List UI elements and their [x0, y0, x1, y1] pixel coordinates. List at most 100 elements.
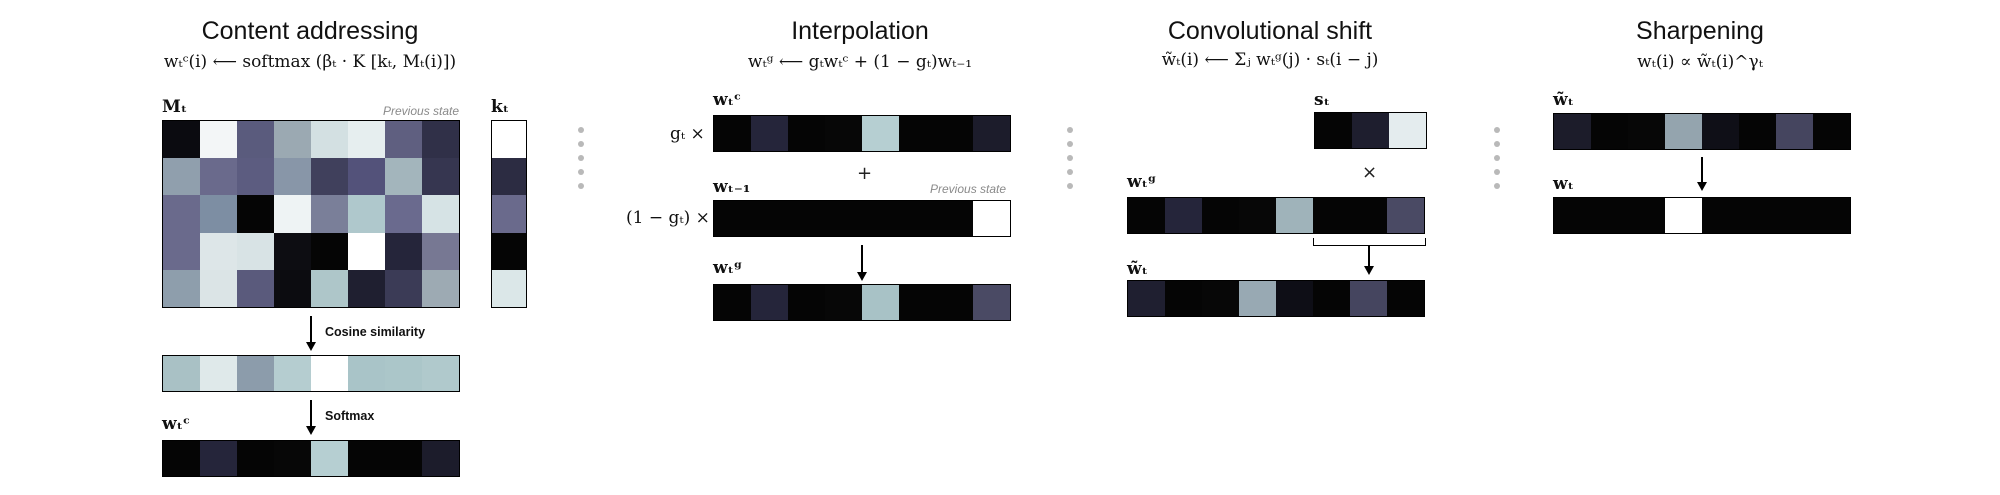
memory-cell-29: [348, 232, 385, 270]
sharpen-w-label: wₜ: [1553, 174, 1574, 194]
memory-matrix-label: Mₜ: [162, 97, 188, 117]
interp-prev-cell-6: [936, 201, 973, 236]
sharpen-wtilde-cell-5: [1739, 114, 1776, 149]
interp-previous-state-note: Previous state: [930, 182, 1007, 196]
softmax-cell-5: [348, 441, 385, 476]
sharpen-wtilde-cell-4: [1702, 114, 1739, 149]
memory-cell-31: [422, 232, 459, 270]
interp-prev-cell-2: [788, 201, 825, 236]
sharpen-w-cell-6: [1776, 198, 1813, 233]
cosine-cell-4: [311, 356, 348, 391]
shift-wtilde-cell-5: [1313, 281, 1350, 316]
memory-cell-32: [163, 269, 200, 307]
memory-cell-26: [237, 232, 274, 270]
sharpen-wtilde-cell-2: [1628, 114, 1665, 149]
interp-prev-cell-1: [751, 201, 788, 236]
interpolation-formula: wₜᵍ ⟵ gₜwₜᶜ + (1 − gₜ)wₜ₋₁: [747, 52, 973, 72]
interp-wc-cell-4: [862, 116, 899, 151]
cosine-arrow-head: [306, 342, 316, 351]
sharpen-wtilde-strip: [1553, 113, 1851, 150]
shift-wtilde-cell-1: [1165, 281, 1202, 316]
shift-s-cell-2: [1389, 113, 1426, 148]
interp-wg-cell-4: [862, 285, 899, 320]
softmax-cell-1: [200, 441, 237, 476]
interp-wg-cell-7: [973, 285, 1010, 320]
shift-wtilde-cell-6: [1350, 281, 1387, 316]
sharpen-arrow-head: [1697, 182, 1707, 191]
key-vector: [491, 120, 527, 308]
softmax-arrow-head: [306, 426, 316, 435]
interp-one-minus-gt-label: (1 − gₜ) ×: [626, 208, 710, 228]
memory-cell-0: [163, 121, 200, 159]
memory-cell-22: [385, 195, 422, 233]
interp-wc-cell-2: [788, 116, 825, 151]
memory-cell-5: [348, 121, 385, 159]
interp-wc-cell-5: [899, 116, 936, 151]
interp-wg-cell-3: [825, 285, 862, 320]
interp-wg-label: wₜᵍ: [713, 258, 743, 278]
shift-wtilde-label: w̃ₜ: [1127, 259, 1148, 279]
memory-cell-4: [311, 121, 348, 159]
interpolation-title: Interpolation: [791, 17, 929, 45]
memory-cell-8: [163, 158, 200, 196]
shift-wg-strip: [1127, 197, 1425, 234]
separator-dots-1: [578, 127, 584, 197]
sharpening-formula: wₜ(i) ∝ w̃ₜ(i)^γₜ: [1637, 52, 1763, 72]
memory-matrix: [162, 120, 460, 308]
cosine-cell-7: [422, 356, 459, 391]
softmax-cell-3: [274, 441, 311, 476]
sharpen-w-cell-7: [1813, 198, 1850, 233]
interp-wg-cell-5: [899, 285, 936, 320]
memory-cell-13: [348, 158, 385, 196]
shift-wg-cell-7: [1387, 198, 1424, 233]
shift-wtilde-cell-7: [1387, 281, 1424, 316]
memory-cell-27: [274, 232, 311, 270]
memory-cell-14: [385, 158, 422, 196]
softmax-label: Softmax: [325, 409, 375, 423]
interp-wc-cell-3: [825, 116, 862, 151]
sharpen-arrow: [1701, 157, 1703, 183]
memory-cell-7: [422, 121, 459, 159]
memory-cell-36: [311, 269, 348, 307]
memory-cell-9: [200, 158, 237, 196]
sharpen-w-cell-4: [1702, 198, 1739, 233]
interp-arrow: [861, 245, 863, 273]
key-vector-label: kₜ: [491, 97, 510, 117]
interp-prev-cell-7: [973, 201, 1010, 236]
cosine-cell-1: [200, 356, 237, 391]
interp-arrow-head: [857, 272, 867, 281]
sharpen-wtilde-cell-0: [1554, 114, 1591, 149]
cosine-similarity-label: Cosine similarity: [325, 325, 426, 339]
memory-cell-2: [237, 121, 274, 159]
shift-wtilde-cell-2: [1202, 281, 1239, 316]
cosine-cell-5: [348, 356, 385, 391]
memory-cell-38: [385, 269, 422, 307]
shift-wg-cell-0: [1128, 198, 1165, 233]
key-cell-4: [492, 269, 526, 307]
shift-wg-cell-6: [1350, 198, 1387, 233]
memory-cell-34: [237, 269, 274, 307]
cosine-cell-6: [385, 356, 422, 391]
interp-gt-label: gₜ ×: [670, 124, 705, 144]
memory-cell-37: [348, 269, 385, 307]
sharpen-w-cell-5: [1739, 198, 1776, 233]
interp-wc-cell-6: [936, 116, 973, 151]
memory-cell-28: [311, 232, 348, 270]
content-weight-strip: [162, 440, 460, 477]
softmax-cell-6: [385, 441, 422, 476]
interp-prev-cell-4: [862, 201, 899, 236]
shift-wg-cell-1: [1165, 198, 1202, 233]
shift-formula: w̃ₜ(i) ⟵ Σⱼ wₜᵍ(j) · sₜ(i − j): [1161, 50, 1379, 70]
interp-wg-cell-0: [714, 285, 751, 320]
shift-s-label: sₜ: [1314, 90, 1330, 110]
memory-cell-10: [237, 158, 274, 196]
cosine-cell-0: [163, 356, 200, 391]
memory-cell-3: [274, 121, 311, 159]
memory-cell-18: [237, 195, 274, 233]
interp-wc-strip: [713, 115, 1011, 152]
key-cell-0: [492, 121, 526, 159]
sharpen-wtilde-label: w̃ₜ: [1553, 90, 1574, 110]
interp-wg-cell-1: [751, 285, 788, 320]
sharpen-w-strip: [1553, 197, 1851, 234]
interp-wc-cell-0: [714, 116, 751, 151]
